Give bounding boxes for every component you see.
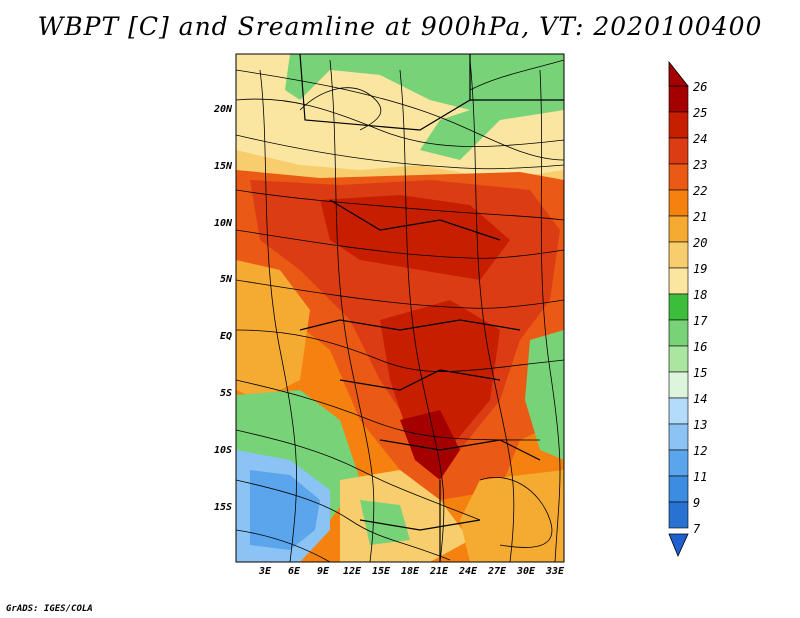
wbpt-area-17-ne	[420, 54, 564, 160]
lat-label-10s: 10S	[213, 445, 232, 456]
colorbar-high-arrow-icon	[668, 60, 689, 87]
lon-label-21e: 21E	[429, 566, 449, 577]
wbpt-area-26	[400, 410, 460, 480]
colorbar-label-12: 12	[693, 444, 708, 458]
colorbar-label-19: 19	[693, 262, 708, 276]
lon-label-15e: 15E	[371, 566, 391, 577]
colorbar-label-22: 22	[693, 184, 708, 198]
wbpt-area-21-se	[460, 470, 564, 562]
colorbar-cell	[668, 397, 689, 425]
lon-label-27e: 27E	[487, 566, 507, 577]
colorbar-label-7: 7	[693, 522, 701, 536]
lat-label-5n: 5N	[219, 274, 232, 285]
wbpt-area-12	[250, 470, 320, 550]
colorbar-cell	[668, 423, 689, 451]
colorbar-cell	[668, 111, 689, 139]
lon-label-30e: 30E	[516, 566, 536, 577]
colorbar-cell	[668, 189, 689, 217]
colorbar-cell	[668, 85, 689, 113]
colorbar-label-26: 26	[693, 80, 708, 94]
chart-title: WBPT [C] and Sreamline at 900hPa, VT: 20…	[37, 12, 763, 41]
wbpt-area-17-east	[525, 330, 564, 460]
colorbar-label-15: 15	[693, 366, 708, 380]
colorbar-label-21: 21	[693, 210, 708, 224]
lat-label-10n: 10N	[213, 218, 232, 229]
lon-label-18e: 18E	[400, 566, 420, 577]
map-frame	[235, 53, 565, 563]
colorbar-label-9: 9	[693, 496, 701, 510]
colorbar-label-24: 24	[693, 132, 708, 146]
lon-label-12e: 12E	[342, 566, 362, 577]
lat-label-5s: 5S	[219, 388, 232, 399]
lon-label-9e: 9E	[316, 566, 330, 577]
colorbar-cell	[668, 449, 689, 477]
colorbar-cell	[668, 163, 689, 191]
colorbar-cell	[668, 501, 689, 529]
colorbar-label-17: 17	[693, 314, 708, 328]
colorbar-cell	[668, 215, 689, 243]
credit-text: GrADS: IGES/COLA	[6, 604, 93, 614]
lat-label-15s: 15S	[213, 502, 232, 513]
wbpt-area-17-north	[285, 54, 470, 110]
lat-label-20n: 20N	[213, 104, 232, 115]
colorbar-cell	[668, 293, 689, 321]
lon-label-33e: 33E	[545, 566, 565, 577]
lat-label-eq: EQ	[219, 331, 232, 342]
colorbar-cell	[668, 137, 689, 165]
colorbar-cell	[668, 267, 689, 295]
colorbar-label-13: 13	[693, 418, 708, 432]
colorbar-label-16: 16	[693, 340, 708, 354]
lon-label-24e: 24E	[458, 566, 478, 577]
streamlines	[236, 59, 564, 562]
colorbar-label-20: 20	[693, 236, 708, 250]
colorbar-label-23: 23	[693, 158, 708, 172]
colorbar-label-25: 25	[693, 106, 708, 120]
wbpt-area-21-west	[236, 260, 310, 400]
lat-label-15n: 15N	[213, 161, 232, 172]
colorbar-low-arrow-icon	[668, 533, 689, 558]
colorbar-cell	[668, 475, 689, 503]
borders	[299, 54, 564, 562]
lon-label-6e: 6E	[287, 566, 301, 577]
colorbar-label-18: 18	[693, 288, 708, 302]
wbpt-area-25	[320, 195, 510, 280]
colorbar-cell	[668, 241, 689, 269]
colorbar-label-11: 11	[693, 470, 708, 484]
lon-label-3e: 3E	[258, 566, 272, 577]
colorbar-cell	[668, 319, 689, 347]
colorbar-label-14: 14	[693, 392, 708, 406]
colorbar-cell	[668, 371, 689, 399]
colorbar-cell	[668, 345, 689, 373]
